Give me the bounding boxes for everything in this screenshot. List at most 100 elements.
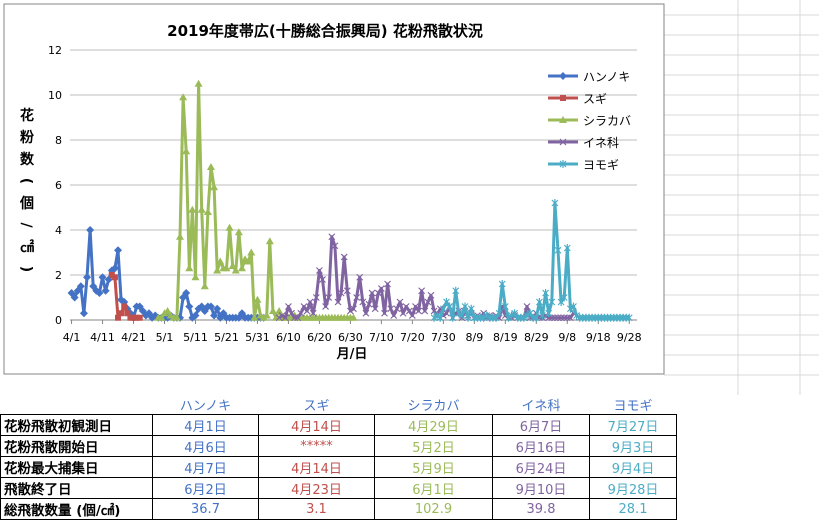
legend-marker <box>560 95 566 101</box>
table-cell: 4月7日 <box>152 456 259 478</box>
x-tick-label: 5/11 <box>183 331 208 344</box>
chart-title: 2019年度帯広(十勝総合振興局) 花粉飛散状況 <box>167 22 483 40</box>
data-point <box>542 289 550 297</box>
data-point <box>206 302 215 311</box>
data-point <box>430 313 438 322</box>
series-layer <box>67 79 633 322</box>
data-point <box>526 309 534 318</box>
y-tick-label: 4 <box>55 224 62 237</box>
y-tick-label: 0 <box>55 314 62 327</box>
table-cell: 4月14日 <box>258 456 375 478</box>
data-point <box>443 309 450 317</box>
data-point <box>374 289 382 297</box>
data-point <box>452 286 460 295</box>
data-point <box>402 303 410 310</box>
data-point <box>303 307 311 315</box>
data-point <box>539 311 546 320</box>
data-point <box>130 314 137 321</box>
data-point <box>297 309 305 317</box>
data-point <box>362 309 370 317</box>
data-point <box>399 309 407 317</box>
data-point <box>498 280 506 288</box>
x-tick-label: 7/10 <box>369 331 394 344</box>
data-point <box>203 208 212 215</box>
data-point <box>200 282 209 290</box>
table-row: 花粉飛散開始日 4月6日 ***** 5月2日 6月16日 9月3日 <box>0 435 677 457</box>
data-point <box>554 246 562 255</box>
table-cell: 4月23日 <box>258 477 375 499</box>
data-point <box>384 280 392 288</box>
header-cell: シラカバ <box>374 395 493 415</box>
data-point <box>294 314 302 322</box>
data-point <box>79 309 88 318</box>
data-point <box>124 310 131 317</box>
data-point <box>250 313 259 321</box>
y-axis-title-char: 個 <box>19 195 34 212</box>
table-cell: 39.8 <box>492 498 590 520</box>
table-cell: 6月24日 <box>492 456 590 478</box>
data-point <box>560 314 568 322</box>
data-point <box>387 305 395 313</box>
x-axis-title: 月/日 <box>336 347 368 362</box>
data-point <box>343 287 351 295</box>
data-point <box>114 246 123 255</box>
data-point <box>285 303 292 310</box>
data-point <box>228 262 237 269</box>
data-point <box>185 302 194 311</box>
table-cell: 3.1 <box>258 498 375 520</box>
header-cell: ハンノキ <box>152 395 259 415</box>
data-point <box>315 267 323 274</box>
data-point <box>492 313 500 322</box>
data-point <box>275 314 283 322</box>
data-point <box>222 264 231 272</box>
table-cell: 6月16日 <box>492 435 590 457</box>
data-point <box>188 205 197 213</box>
data-point <box>430 307 438 315</box>
data-point <box>415 307 422 315</box>
data-point <box>328 233 336 241</box>
x-tick-labels: 4/1 4/11 4/21 5/1 5/11 5/21 5/31 6/10 6/20 6/30 7/… <box>63 320 642 344</box>
series-ヨモギ <box>430 199 633 322</box>
legend-marker <box>559 160 567 168</box>
row-label: 花粉飛散開始日 <box>0 435 153 457</box>
data-point <box>560 293 568 302</box>
data-point <box>127 314 134 321</box>
y-tick-label: 6 <box>55 179 62 192</box>
data-point <box>449 313 457 322</box>
data-point <box>319 276 326 283</box>
data-point <box>340 253 348 261</box>
data-point <box>570 302 577 311</box>
legend-marker <box>559 72 567 80</box>
data-point <box>551 199 559 207</box>
data-point <box>424 298 432 306</box>
y-axis-title-char: 数 <box>20 151 35 168</box>
table-cell: 7月27日 <box>589 414 677 436</box>
y-axis-title-char: 花 <box>20 107 34 124</box>
x-tick-label: 8/9 <box>465 331 483 344</box>
x-tick-label: 9/8 <box>558 331 576 344</box>
header-cell: ヨモギ <box>589 395 677 415</box>
table-cell: 9月10日 <box>492 477 590 499</box>
series-ハンノキ <box>67 226 268 322</box>
x-tick-label: 9/28 <box>617 331 642 344</box>
x-tick-label: 8/19 <box>493 331 518 344</box>
chart-area-border <box>3 3 665 375</box>
x-tick-label: 6/30 <box>338 331 363 344</box>
data-point <box>309 309 317 317</box>
data-point <box>262 311 271 319</box>
table-cell: 9月28日 <box>589 477 677 499</box>
table-row: 総飛散数量 (個/㎠) 36.7 3.1 102.9 39.8 28.1 <box>0 498 677 520</box>
data-point <box>467 304 475 313</box>
table-cell: 9月4日 <box>589 456 677 478</box>
data-point <box>501 302 509 311</box>
y-tick-label: 12 <box>48 44 62 57</box>
y-axis-title-char: ) <box>18 266 34 272</box>
data-point <box>98 273 107 282</box>
data-point <box>511 309 519 318</box>
data-point <box>268 307 277 314</box>
spreadsheet-grid <box>664 0 819 395</box>
data-point <box>234 228 243 236</box>
y-axis-title: 花粉数 (個 / ㎠) <box>18 107 35 272</box>
data-point <box>182 289 191 297</box>
data-point <box>532 313 540 322</box>
